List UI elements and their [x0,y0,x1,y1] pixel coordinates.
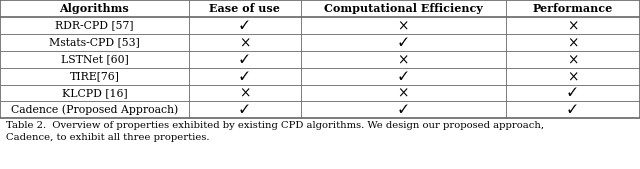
Text: KLCPD [16]: KLCPD [16] [61,88,127,98]
Text: $\checkmark$: $\checkmark$ [398,36,408,49]
Text: $\checkmark$: $\checkmark$ [568,103,578,116]
Text: Performance: Performance [532,3,613,14]
Text: $\times$: $\times$ [239,35,251,49]
Text: $\times$: $\times$ [397,18,409,32]
Text: Table 2.  Overview of properties exhibited by existing CPD algorithms. We design: Table 2. Overview of properties exhibite… [6,121,545,142]
Text: LSTNet [60]: LSTNet [60] [61,54,128,64]
Text: Ease of use: Ease of use [209,3,280,14]
Text: $\checkmark$: $\checkmark$ [239,70,250,82]
Text: Cadence (Proposed Approach): Cadence (Proposed Approach) [11,105,178,115]
Text: $\times$: $\times$ [567,69,579,83]
Text: $\times$: $\times$ [567,35,579,49]
Text: $\times$: $\times$ [567,18,579,32]
Text: $\times$: $\times$ [239,86,251,100]
Text: TIRE[76]: TIRE[76] [70,71,119,81]
Text: Mstats-CPD [53]: Mstats-CPD [53] [49,37,140,47]
Text: Algorithms: Algorithms [60,3,129,14]
Text: $\checkmark$: $\checkmark$ [398,70,408,82]
Text: RDR-CPD [57]: RDR-CPD [57] [55,20,134,30]
Text: Computational Efficiency: Computational Efficiency [324,3,483,14]
Text: $\checkmark$: $\checkmark$ [239,19,250,32]
Text: $\checkmark$: $\checkmark$ [398,103,408,116]
Text: $\times$: $\times$ [397,52,409,66]
Text: $\times$: $\times$ [567,52,579,66]
Text: $\checkmark$: $\checkmark$ [239,103,250,116]
Text: $\times$: $\times$ [397,86,409,100]
Text: $\checkmark$: $\checkmark$ [239,53,250,66]
Text: $\checkmark$: $\checkmark$ [568,87,578,99]
